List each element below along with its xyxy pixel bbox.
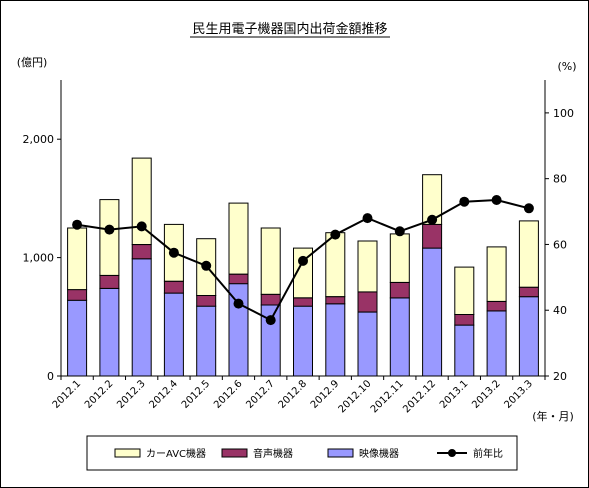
bars-layer — [67, 157, 539, 377]
bar-segment — [260, 227, 281, 295]
axes-layer: 0 1,000 2,000 20 40 60 80 100 — [23, 80, 574, 383]
line-layer — [72, 195, 534, 326]
line-point — [427, 214, 438, 225]
bar-segment — [67, 299, 88, 377]
bar-segment — [454, 324, 475, 377]
bar-segment — [518, 220, 539, 288]
bar-segment — [99, 287, 120, 377]
right-axis-unit-label: (%) — [557, 60, 576, 73]
line-point — [298, 255, 308, 266]
left-axis-tick-label: 2,000 — [23, 133, 55, 146]
category-label: 2012.1 — [51, 378, 84, 411]
line-point — [362, 213, 373, 224]
category-label: 2012.7 — [244, 378, 277, 411]
bar-segment — [454, 313, 475, 326]
legend-swatch-marker — [448, 449, 456, 457]
line-point — [201, 260, 212, 271]
category-label: 2012.2 — [83, 378, 116, 411]
category-label: 2012.4 — [148, 378, 181, 411]
category-label: 2012.12 — [401, 378, 438, 415]
bar-segment — [518, 296, 539, 377]
bar-segment — [486, 310, 507, 377]
line-point — [523, 203, 534, 214]
legend-label: カーAVC機器 — [146, 447, 206, 460]
bar-segment — [357, 291, 378, 313]
bar-segment — [486, 300, 507, 312]
bar-segment — [357, 240, 378, 293]
legend-swatch — [221, 448, 248, 458]
right-axis-tick-label: 80 — [553, 173, 567, 186]
category-label: 2012.8 — [277, 378, 310, 411]
category-label: 2012.5 — [180, 378, 213, 411]
category-label: 2012.11 — [369, 378, 406, 415]
bar-segment — [196, 295, 217, 307]
legend-label: 映像機器 — [359, 447, 399, 460]
left-axis-tick-label: 0 — [47, 370, 54, 383]
line-point — [104, 224, 115, 235]
legend-swatch — [327, 448, 354, 458]
chart-title: 民生用電子機器国内出荷金額推移 — [192, 21, 387, 37]
bar-segment — [325, 232, 346, 298]
bar-segment — [228, 283, 249, 377]
bar-segment — [131, 258, 152, 377]
bar-segment — [357, 311, 378, 377]
legend-label: 音声機器 — [253, 447, 293, 460]
legend-swatch — [114, 448, 141, 458]
legend: カーAVC機器 音声機器 映像機器 前年比 — [86, 435, 518, 471]
bar-segment — [131, 157, 152, 246]
bar-segment — [389, 282, 410, 299]
bar-segment — [163, 292, 184, 377]
bar-segment — [67, 227, 88, 291]
right-axis-tick-label: 40 — [553, 304, 567, 317]
bar-segment — [99, 274, 120, 289]
bar-segment — [260, 293, 281, 306]
line-point — [265, 315, 276, 326]
bar-segment — [325, 303, 346, 377]
bar-segment — [486, 246, 507, 302]
category-label: 2012.10 — [337, 378, 374, 415]
right-axis-tick-label: 60 — [553, 238, 567, 251]
bar-segment — [389, 297, 410, 377]
line-point — [394, 226, 405, 237]
legend-label: 前年比 — [473, 447, 503, 460]
x-axis-unit-label: (年・月) — [532, 409, 574, 423]
bar-segment — [325, 296, 346, 305]
bar-segment — [518, 286, 539, 298]
category-label: 2013.1 — [438, 378, 471, 411]
bar-segment — [389, 233, 410, 283]
bar-segment — [422, 223, 443, 249]
line-point — [72, 219, 83, 230]
right-axis-tick-label: 100 — [553, 107, 574, 120]
left-axis-unit-label: (億円) — [17, 56, 48, 69]
category-labels: 2012.1 2012.2 2012.3 2012.4 2012.5 2012.6 2012… — [51, 378, 535, 415]
line-point — [459, 196, 470, 207]
line-point — [491, 195, 502, 205]
bar-segment — [67, 289, 88, 301]
category-label: 2012.6 — [212, 378, 245, 411]
line-point — [330, 229, 341, 240]
category-label: 2012.3 — [115, 378, 148, 411]
bar-segment — [131, 244, 152, 260]
category-label: 2013.3 — [502, 378, 535, 411]
bar-segment — [293, 305, 313, 377]
bar-segment — [196, 305, 217, 377]
bar-segment — [228, 202, 249, 275]
line-point — [136, 221, 147, 232]
right-axis-tick-label: 20 — [553, 370, 567, 383]
bar-segment — [293, 297, 313, 307]
bar-segment — [228, 273, 249, 285]
bar-segment — [163, 280, 184, 294]
line-point — [168, 247, 179, 258]
category-label: 2013.2 — [470, 378, 503, 411]
bar-segment — [454, 266, 475, 316]
category-label: 2012.9 — [309, 378, 342, 411]
line-point — [233, 298, 244, 309]
left-axis-tick-label: 1,000 — [23, 252, 55, 265]
bar-segment — [99, 199, 120, 276]
bar-segment — [422, 247, 443, 377]
